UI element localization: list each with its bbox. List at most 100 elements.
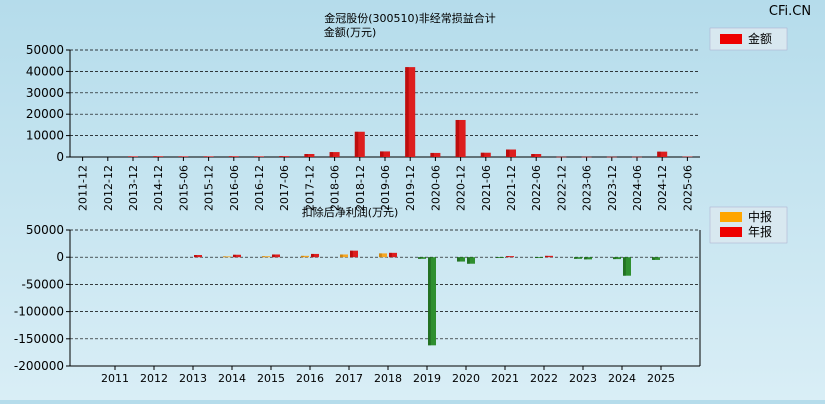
chart2-bar-interim bbox=[535, 257, 543, 259]
chart2-bar-annual-body bbox=[506, 256, 514, 258]
chart2-bar-annual bbox=[350, 250, 358, 258]
chart2-bar-annual-body bbox=[545, 255, 553, 258]
chart1-bar-body bbox=[203, 156, 214, 157]
chart2-bar-annual-body bbox=[194, 255, 202, 258]
chart2-bar-interim-shade bbox=[496, 257, 499, 259]
chart1-x-tick-label: 2018-12 bbox=[354, 165, 367, 211]
chart1-x-tick-label: 2020-06 bbox=[429, 165, 442, 211]
chart1-x-tick-label: 2017-12 bbox=[303, 165, 316, 211]
chart1-bar bbox=[506, 149, 516, 157]
chart2-bar-interim-body bbox=[262, 256, 270, 258]
chart2-x-tick-label: 2020 bbox=[452, 372, 480, 385]
chart2-y-tick-label: -100000 bbox=[14, 305, 64, 319]
chart2-bar-annual bbox=[506, 256, 514, 258]
chart1-bar-shade bbox=[430, 152, 434, 157]
chart1-bar bbox=[405, 67, 416, 157]
chart2-bar-annual-body bbox=[272, 254, 280, 258]
chart1-bar-body bbox=[632, 156, 642, 158]
chart1-bar-body bbox=[480, 152, 491, 157]
chart2-bar-annual-shade bbox=[506, 256, 509, 258]
chart2-bar-interim bbox=[340, 254, 348, 258]
chart1-bar-shade bbox=[329, 152, 334, 157]
chart1-bar-body bbox=[455, 119, 466, 157]
chart1-ylabel: 金额(万元) bbox=[324, 25, 377, 39]
chart1-bar-shade bbox=[480, 152, 485, 157]
chart2-x-tick-label: 2013 bbox=[179, 372, 207, 385]
chart2-bar-interim-body bbox=[340, 254, 348, 258]
chart1-bar-shade bbox=[128, 156, 132, 157]
chart2-bar-annual bbox=[584, 257, 592, 260]
chart1-legend: 金额 bbox=[709, 27, 788, 51]
chart2-bar-interim-body bbox=[613, 257, 621, 260]
chart1-bar-body bbox=[430, 152, 441, 157]
chart2-bar-annual bbox=[623, 257, 631, 276]
chart2-bar-interim bbox=[574, 257, 582, 259]
chart2-bar-annual bbox=[389, 252, 397, 258]
chart1-bar-body bbox=[657, 151, 668, 157]
chart2-bar-annual bbox=[272, 254, 280, 258]
chart1-x-tick-label: 2013-12 bbox=[127, 165, 140, 211]
chart2-bar-annual-shade bbox=[428, 257, 431, 346]
chart2-x-tick-label: 2016 bbox=[296, 372, 324, 385]
chart2-bar-annual-body bbox=[233, 254, 241, 258]
chart1-bar-shade bbox=[657, 151, 661, 157]
chart2-bar-annual-shade bbox=[389, 252, 392, 258]
chart1-bar bbox=[354, 131, 365, 157]
chart1-bar-body bbox=[254, 156, 264, 157]
chart2-bar-interim-body bbox=[457, 257, 465, 262]
chart1-bar bbox=[480, 152, 491, 157]
chart2-bar-interim-shade bbox=[535, 257, 538, 259]
chart1-x-tick-label: 2023-06 bbox=[581, 165, 594, 211]
chart1-bar-shade bbox=[531, 154, 535, 157]
chart2-x-tick-label: 2021 bbox=[491, 372, 519, 385]
chart1-bar-body bbox=[354, 131, 365, 157]
chart1-title: 金冠股份(300510)非经常损益合计 bbox=[324, 11, 496, 25]
chart1-x-tick-label: 2018-06 bbox=[329, 165, 342, 211]
chart2-bar-interim bbox=[418, 257, 426, 259]
chart2-title: 扣除后净利润(万元) bbox=[302, 205, 399, 219]
chart1-bar-shade bbox=[380, 151, 384, 157]
chart2-bar-annual bbox=[311, 253, 319, 258]
chart1-bar-shade bbox=[153, 156, 157, 157]
chart1-bar bbox=[279, 156, 290, 157]
chart1-bar-body bbox=[228, 156, 239, 157]
chart2-x-tick-label: 2018 bbox=[374, 372, 402, 385]
chart1-bar-shade bbox=[581, 156, 586, 158]
chart2-x-tick-label: 2024 bbox=[608, 372, 636, 385]
chart1-bar bbox=[329, 152, 340, 157]
chart2-y-tick-label: 50000 bbox=[26, 223, 64, 237]
chart2-bar-annual-shade bbox=[467, 257, 470, 264]
legend-label-interim: 中报 bbox=[748, 209, 772, 224]
chart2-x-tick-label: 2025 bbox=[647, 372, 675, 385]
chart1-bar-body bbox=[178, 156, 189, 157]
chart1-x-tick-label: 2015-12 bbox=[203, 165, 216, 211]
chart1-bar-body bbox=[556, 156, 567, 158]
chart2-bar-annual-shade bbox=[584, 257, 587, 260]
chart2-bar-interim-shade bbox=[340, 254, 343, 258]
chart1-bar-shade bbox=[203, 156, 208, 157]
legend-label-amount: 金额 bbox=[748, 31, 772, 46]
legend-label-annual: 年报 bbox=[748, 224, 772, 239]
chart1-x-tick-label: 2016-06 bbox=[228, 165, 241, 211]
chart2-bar-annual-body bbox=[350, 250, 358, 258]
chart2-x-tick-label: 2011 bbox=[101, 372, 129, 385]
chart2-bar-interim-shade bbox=[223, 256, 226, 258]
chart2-bar-interim-shade bbox=[379, 253, 382, 258]
chart2-x-tick-label: 2015 bbox=[257, 372, 285, 385]
chart1-bar-body bbox=[279, 156, 290, 157]
chart1-bar-body bbox=[380, 151, 390, 157]
chart1-x-tick-label: 2016-12 bbox=[253, 165, 266, 211]
chart2-bar-annual-shade bbox=[311, 253, 314, 258]
chart2-bar-interim-body bbox=[301, 255, 309, 258]
chart1-bar-shade bbox=[632, 156, 636, 158]
chart1-bar bbox=[682, 156, 693, 158]
chart1-bar bbox=[556, 156, 567, 158]
chart1-bar bbox=[178, 156, 189, 157]
chart1-x-tick-label: 2025-06 bbox=[681, 165, 694, 211]
chart1-x-tick-label: 2012-12 bbox=[102, 165, 115, 211]
chart1-x-tick-label: 2015-06 bbox=[177, 165, 190, 211]
chart2-bar-interim bbox=[496, 257, 504, 259]
chart1-bar bbox=[254, 156, 264, 157]
chart2-bar-annual-body bbox=[428, 257, 436, 346]
